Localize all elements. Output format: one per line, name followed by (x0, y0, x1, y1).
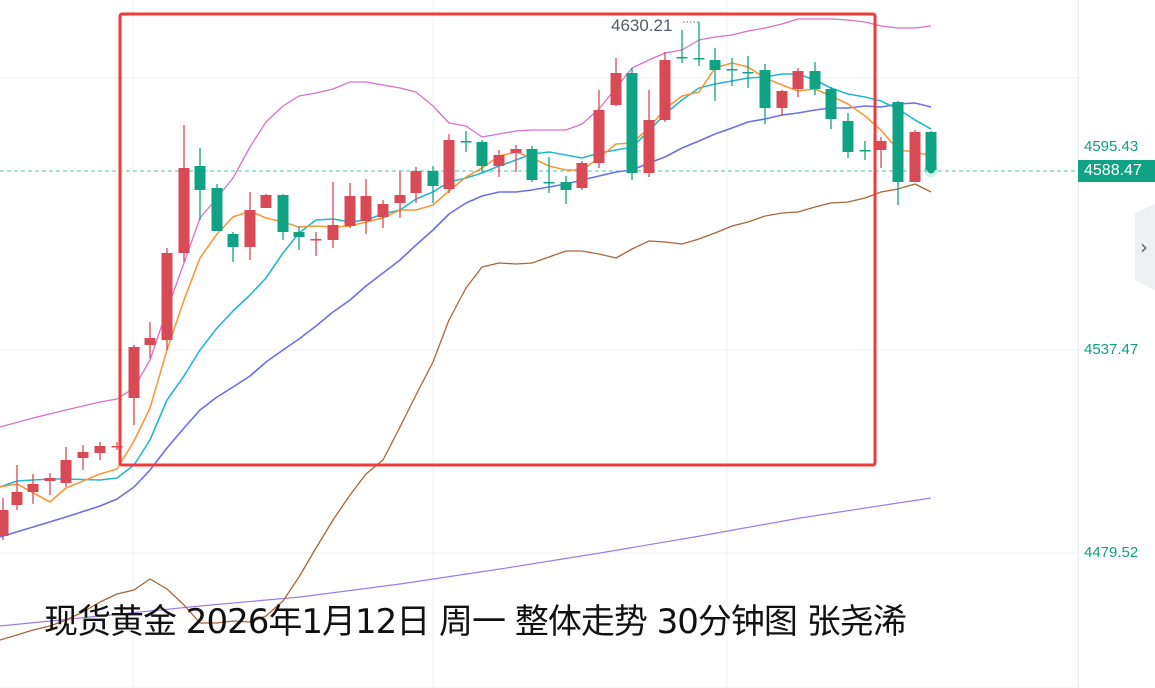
candle-body (293, 232, 305, 237)
candle-body (94, 446, 106, 453)
candle-body (128, 347, 140, 398)
ma-mid-line (0, 73, 932, 488)
candle-body (144, 338, 156, 345)
candle-body (560, 182, 572, 190)
candle-body (842, 121, 854, 152)
candle-body (111, 446, 123, 448)
candle-body (825, 89, 837, 119)
candle-body (676, 57, 688, 59)
price-axis-divider (1078, 0, 1079, 688)
boll-lower-line (0, 183, 932, 641)
candle-body (543, 182, 555, 184)
candle-body (759, 70, 771, 108)
chart-caption: 现货黄金 2026年1月12日 周一 整体走势 30分钟图 张尧浠 (44, 602, 907, 642)
candle-body (377, 204, 389, 217)
candle-body (460, 141, 472, 143)
candle-body (77, 452, 89, 458)
candle-body (194, 166, 206, 190)
candle-body (510, 149, 522, 153)
candle-body (643, 120, 655, 173)
candle-body (360, 196, 372, 221)
candle-body (0, 510, 9, 536)
candle-body (909, 132, 921, 182)
price-tick-label: 4537.47 (1084, 341, 1139, 358)
boll-upper-line (0, 18, 932, 428)
candle-body (427, 171, 439, 186)
candle-body (875, 141, 887, 150)
candle-body (493, 155, 505, 166)
candle-body (244, 210, 256, 247)
candle-body (709, 60, 721, 70)
candle-body (443, 140, 455, 189)
candle-body (211, 188, 223, 231)
candle-body (626, 73, 638, 173)
candle-body (44, 478, 56, 481)
candle-body (792, 71, 804, 89)
candle-body (277, 195, 289, 232)
chevron-right-icon: › (1140, 235, 1148, 259)
ma-fast-line (0, 62, 932, 503)
candle-body (776, 91, 788, 108)
candle-body (178, 168, 190, 253)
candle-body (344, 196, 356, 226)
candle-body (526, 149, 538, 180)
candle-body (227, 234, 239, 247)
candle-body (310, 239, 322, 241)
candle-body (410, 171, 422, 193)
candle-body (809, 71, 821, 89)
expand-panel-handle[interactable]: › (1135, 203, 1155, 291)
candle-body (693, 58, 705, 60)
candle-body (892, 102, 904, 182)
candle-body (27, 484, 39, 492)
candle-body (327, 225, 339, 240)
candle-body (476, 142, 488, 166)
ma-slow-line (0, 102, 932, 538)
last-price-dot (927, 166, 935, 174)
candle-body (610, 73, 622, 105)
price-tick-label: 4479.52 (1084, 544, 1139, 561)
highlight-box (118, 12, 877, 467)
candle-body (593, 110, 605, 163)
candle-body (659, 60, 671, 120)
high-price-annotation: 4630.21 (611, 16, 673, 35)
ma-long-line (0, 497, 932, 627)
candle-body (925, 132, 937, 170)
candle-body (394, 195, 406, 203)
candle-body (11, 492, 23, 505)
candle-body (161, 253, 173, 340)
price-tick-label: 4595.43 (1084, 138, 1139, 155)
candle-body (859, 150, 871, 152)
candle-body (60, 460, 72, 483)
candle-body (726, 69, 738, 71)
candle-body (576, 163, 588, 188)
candle-body (742, 72, 754, 74)
candle-body (260, 195, 272, 208)
current-price-badge: 4588.47 (1078, 160, 1155, 182)
